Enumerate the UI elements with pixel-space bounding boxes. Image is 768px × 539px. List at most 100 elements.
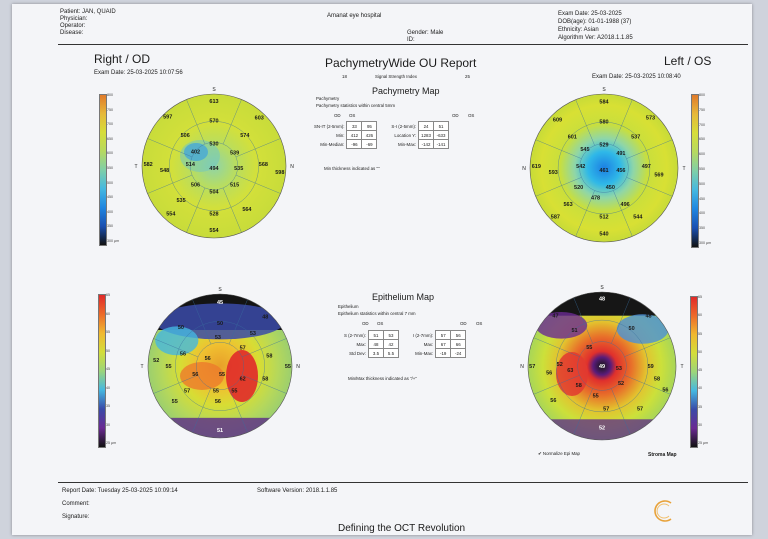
map-value: 478 [591,196,600,202]
direction-label-n: N [522,166,526,172]
colorbar-tick-label: 60 [698,313,702,318]
map-value: 570 [209,119,218,125]
map-value: 50 [178,325,184,331]
map-value: 587 [551,215,560,221]
stat-os: 42 [382,339,399,349]
patient-name: Patient: JAN, QUAID [60,9,116,15]
colorbar-tick-label: 40 [106,385,110,390]
stat-label-right: Max: [423,341,434,347]
epi-col-od-2: OD [460,321,467,326]
normalize-epi-checkbox[interactable]: ✔ Normalize Epi Map [538,451,580,456]
map-value: 554 [209,228,219,234]
map-value: 573 [646,115,655,121]
stat-os: 5.5 [382,348,399,358]
pachymetry-sub: Pachymetry [316,96,340,101]
stat-label: Std Dev: [349,350,366,356]
colorbar-tick-label: 800 [699,93,705,97]
map-value: 496 [621,202,630,208]
map-value: 56 [546,370,552,376]
map-value: 48 [262,315,268,321]
map-value: 52 [618,381,624,387]
map-value: 63 [567,368,573,374]
epithelium-note: Min/Max thickness indicated as "/+" [348,376,417,381]
direction-label-t: T [140,364,143,370]
map-value: 58 [576,383,582,389]
map-value: 540 [599,232,608,238]
map-value: 58 [654,377,660,383]
stat-od-right: 1283 [418,130,435,140]
colorbar-tick-label: 35 [698,404,702,409]
comment-label: Comment: [62,501,90,507]
ssi-od: 18 [342,74,347,79]
signature-label: Signature: [62,514,90,520]
map-value: 55 [172,399,178,405]
stat-os: 53 [382,330,399,340]
stats-row: S (2-7mm): 51 53 I (2-7mm): 57 56 [342,330,467,340]
stat-os-right: -24 [450,348,467,358]
direction-label-s: S [212,87,216,93]
direction-label-t: T [134,164,137,170]
map-value: 520 [574,185,583,191]
direction-label-n: N [296,364,300,370]
direction-label-t: T [682,166,685,172]
map-value: 58 [262,376,268,382]
map-value: 55 [593,394,599,400]
map-value: 568 [259,162,268,168]
epi-col-od: OD [362,321,369,326]
map-value: 613 [209,99,218,105]
map-value: 537 [631,134,640,140]
colorbar-tick-label: 65 [106,293,110,297]
stat-od: 48 [367,339,384,349]
epi-col-os-2: OS [476,321,483,326]
map-value: 535 [234,166,243,172]
colorbar-tick-label: 650 [107,136,113,141]
map-value: 59 [648,364,654,370]
pachy-col-od: OD [334,113,341,118]
map-value: 56 [205,356,211,362]
map-value: 52 [599,425,605,431]
map-value: 50 [629,326,635,332]
colorbar-tick-label: 45 [106,367,110,371]
map-value: 506 [191,183,200,189]
map-value: 55 [166,364,172,370]
normalize-epi-label: Normalize Epi Map [542,451,580,456]
epi-col-os: OS [377,321,384,326]
left-exam-date: Exam Date: 25-03-2025 10:08:40 [592,74,681,80]
stat-od: 3.5 [367,348,384,358]
colorbar-tick-label: 300 µm [699,241,712,245]
colorbar-tick-label: 600 [107,151,113,156]
map-value: 53 [250,331,256,337]
stroma-map-link[interactable]: Stroma Map [648,452,677,458]
colorbar-tick-label: 400 [107,209,113,214]
pachymetry-map-title: Pachymetry Map [372,86,440,96]
direction-label-n: N [290,164,294,170]
direction-label-s: S [218,287,222,293]
stat-os-right: 66 [450,339,467,349]
map-value: 512 [599,215,608,221]
stats-row: Min-Median: -96 -69 Min-Max: -142 -141 [312,139,450,149]
stat-od: 33 [346,121,363,131]
map-value: 497 [642,164,651,170]
map-value: 56 [215,399,221,405]
map-value: 545 [580,147,589,153]
map-value: 52 [557,362,563,368]
colorbar-tick-label: 25 µm [106,441,117,445]
operator-label: Operator: [60,23,86,29]
map-value: 48 [599,296,605,302]
map-value: 603 [255,116,264,122]
colorbar-tick-label: 700 [107,122,113,127]
ssi-os: 25 [465,74,470,79]
od-epithelium-colorbar [98,294,106,448]
algorithm-version: Algorithm Ver: A2018.1.1.85 [558,35,633,41]
map-value: 51 [217,428,223,434]
report-page: Patient: JAN, QUAID Physician: Operator:… [12,4,752,535]
colorbar-tick-label: 550 [699,167,705,171]
map-value: 548 [160,168,169,174]
map-value: 539 [230,151,239,157]
header-divider [58,44,748,45]
map-value: 580 [599,119,608,125]
exam-date: Exam Date: 25-03-2025 [558,11,622,17]
gender-label: Gender: Male [407,30,444,36]
map-value: 563 [563,202,572,208]
disease-label: Disease: [60,30,84,36]
